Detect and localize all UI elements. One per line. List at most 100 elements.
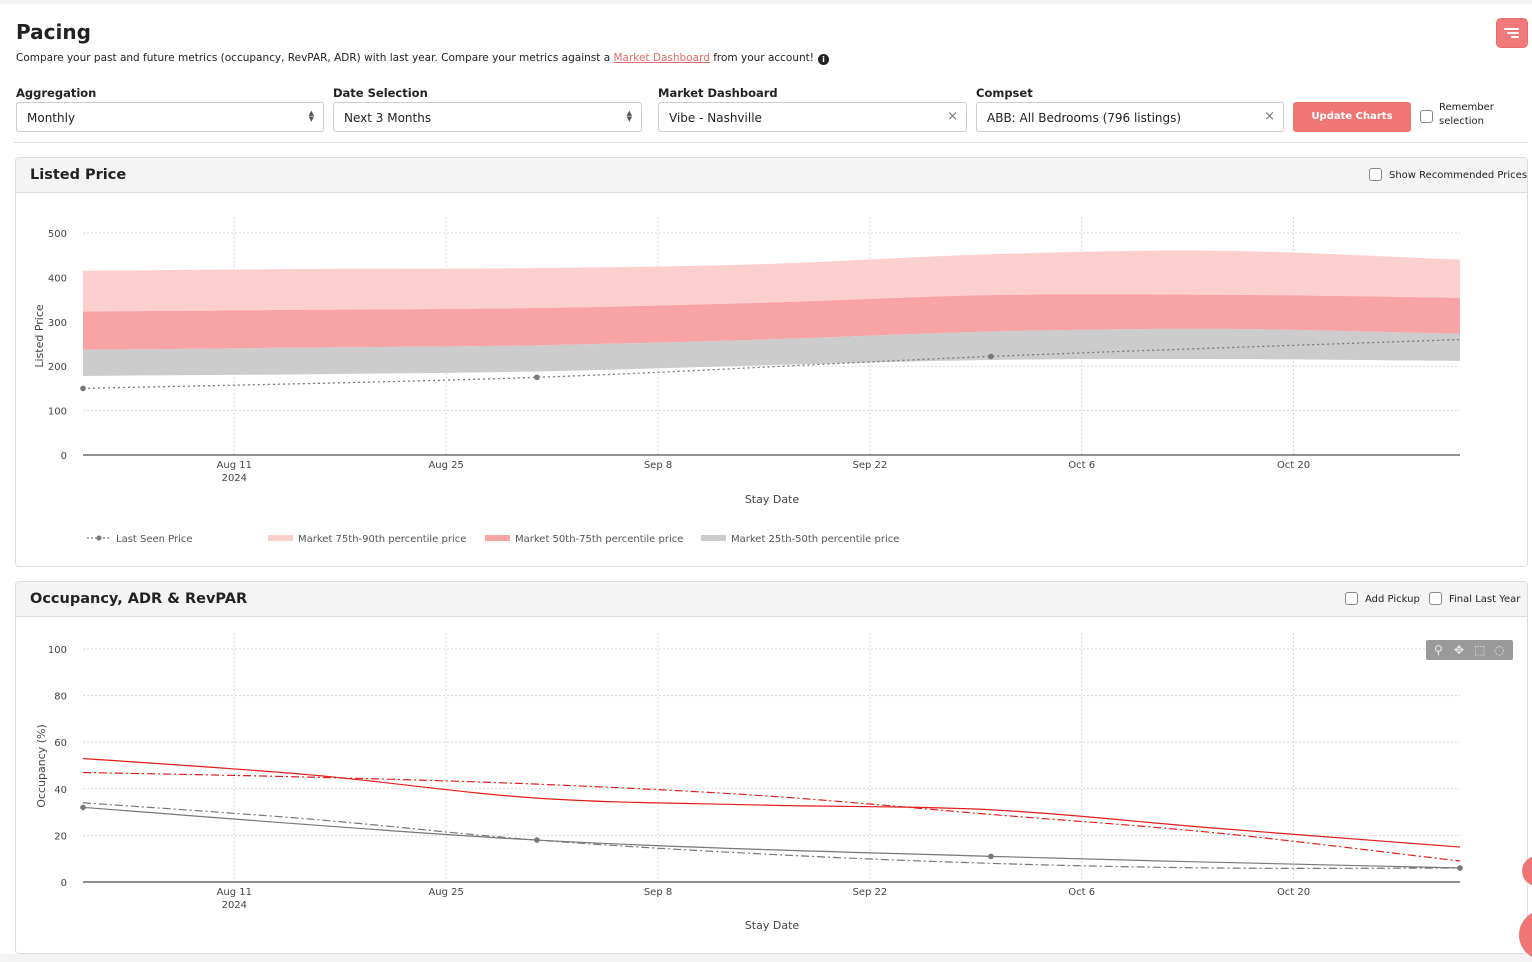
legend-item-75-90[interactable]: Market 75th-90th percentile price	[268, 534, 466, 545]
listed-price-chart[interactable]: 0 100 200 300 400 500 Aug 11 2024 Aug 25 Sep 8 Sep…	[16, 158, 1528, 567]
data-point[interactable]	[534, 374, 540, 381]
final-last-year-checkbox[interactable]	[1429, 592, 1442, 605]
y-tick-label: 20	[54, 831, 67, 842]
data-point[interactable]	[80, 804, 86, 811]
series-line[interactable]	[82, 806, 1461, 869]
chevron-updown-icon: ▲ ▼	[626, 109, 632, 123]
percentile-band[interactable]	[83, 250, 1460, 312]
legend-item-50-75[interactable]: Market 50th-75th percentile price	[485, 534, 683, 545]
date-selection-select[interactable]: Next 3 Months ▲ ▼	[333, 102, 642, 132]
y-tick-label: 500	[48, 229, 67, 240]
legend-label: Last Seen Price	[116, 534, 193, 545]
x-tick-label: Oct 20	[1277, 460, 1310, 471]
x-tick-label: Aug 25	[428, 460, 463, 471]
listed-price-panel: Listed Price Show Recommended Prices 0 10…	[15, 157, 1528, 567]
y-tick-label: 0	[61, 878, 67, 889]
y-tick-label: 300	[48, 318, 67, 329]
series-line[interactable]	[82, 802, 1461, 869]
menu-lines-icon	[1504, 28, 1519, 30]
y-tick-label: 40	[54, 785, 67, 796]
x-axis-label: Stay Date	[745, 493, 800, 506]
update-charts-button[interactable]: Update Charts	[1293, 102, 1411, 132]
show-recommended-prices-label: Show Recommended Prices	[1389, 170, 1528, 181]
occupancy-panel: Occupancy, ADR & RevPAR Add Pickup Final…	[15, 581, 1528, 954]
market-dashboard-value: Vibe - Nashville	[669, 111, 762, 125]
chat-bubble-button[interactable]	[1519, 910, 1532, 960]
data-point[interactable]	[988, 853, 994, 860]
legend-label: Market 25th-50th percentile price	[731, 534, 899, 545]
subtitle-text: Compare your past and future metrics (oc…	[16, 52, 614, 64]
market-dashboard-link[interactable]: Market Dashboard	[613, 52, 710, 64]
final-last-year-label: Final Last Year	[1449, 594, 1521, 605]
y-axis-label: Listed Price	[33, 304, 46, 368]
market-dashboard-select[interactable]: Vibe - Nashville ×	[658, 102, 967, 132]
x-tick-label: Oct 20	[1277, 887, 1310, 898]
y-tick-label: 100	[48, 645, 67, 656]
series-line[interactable]	[82, 338, 1461, 390]
clear-icon[interactable]: ×	[1264, 109, 1275, 124]
divider	[14, 142, 1528, 143]
y-tick-label: 60	[54, 738, 67, 749]
data-point[interactable]	[80, 385, 86, 392]
y-tick-label: 400	[48, 273, 67, 284]
y-tick-label: 100	[48, 407, 67, 418]
chart-modebar: ⚲ ✥ ⬚ ◌	[1426, 640, 1513, 660]
percentile-band[interactable]	[83, 294, 1460, 350]
remember-selection-checkbox[interactable]	[1420, 110, 1433, 123]
x-tick-label: Sep 8	[644, 460, 672, 471]
data-point[interactable]	[988, 353, 994, 360]
aggregation-value: Monthly	[27, 111, 76, 125]
y-tick-label: 200	[48, 362, 67, 373]
pan-icon[interactable]: ✥	[1454, 643, 1465, 657]
info-icon[interactable]: i	[818, 54, 829, 65]
floating-action-button[interactable]	[1522, 856, 1532, 886]
aggregation-select[interactable]: Monthly ▲ ▼	[16, 102, 324, 132]
percentile-band[interactable]	[83, 328, 1460, 376]
legend-label: Market 50th-75th percentile price	[515, 534, 683, 545]
panel-header: Listed Price Show Recommended Prices	[16, 158, 1527, 193]
compset-select[interactable]: ABB: All Bedrooms (796 listings) ×	[976, 102, 1284, 132]
y-axis-label: Occupancy (%)	[35, 724, 48, 808]
legend-item-25-50[interactable]: Market 25th-50th percentile price	[701, 534, 899, 545]
compset-label: Compset	[976, 86, 1033, 100]
y-tick-label: 80	[54, 692, 67, 703]
aggregation-label: Aggregation	[16, 86, 97, 100]
add-pickup-checkbox[interactable]	[1345, 592, 1358, 605]
market-dashboard-label: Market Dashboard	[658, 86, 778, 100]
x-tick-label: Sep 22	[852, 460, 887, 471]
chevron-updown-icon: ▲ ▼	[308, 109, 314, 123]
y-tick-label: 0	[61, 451, 67, 462]
add-pickup-label: Add Pickup	[1365, 594, 1420, 605]
x-tick-label: Aug 11	[217, 460, 252, 471]
date-selection-label: Date Selection	[333, 86, 428, 100]
x-axis-label: Stay Date	[745, 919, 800, 932]
date-selection-value: Next 3 Months	[344, 111, 432, 125]
x-tick-sublabel: 2024	[222, 473, 247, 484]
page-title: Pacing	[16, 20, 91, 44]
x-tick-label: Oct 6	[1068, 460, 1095, 471]
clear-icon[interactable]: ×	[947, 109, 958, 124]
legend-item-last-seen[interactable]: Last Seen Price	[87, 534, 193, 545]
occupancy-chart[interactable]: 0 20 40 60 80 100 Aug 11 2024 Aug 25 Sep 8 Sep 22 O…	[16, 582, 1528, 954]
legend-label: Market 75th-90th percentile price	[298, 534, 466, 545]
x-tick-label: Sep 8	[644, 887, 672, 898]
x-tick-sublabel: 2024	[222, 900, 247, 911]
series-line[interactable]	[82, 771, 1461, 862]
box-select-icon[interactable]: ⬚	[1474, 643, 1486, 657]
compset-value: ABB: All Bedrooms (796 listings)	[987, 111, 1182, 125]
x-tick-label: Sep 22	[852, 887, 887, 898]
subtitle-text-end: from your account!	[709, 52, 814, 64]
menu-button[interactable]	[1496, 18, 1528, 48]
series-line[interactable]	[82, 757, 1461, 848]
chart-legend: Last Seen Price Market 75th-90th percent…	[87, 534, 899, 545]
x-tick-label: Oct 6	[1068, 887, 1095, 898]
zoom-icon[interactable]: ⚲	[1434, 643, 1443, 657]
page-subtitle: Compare your past and future metrics (oc…	[16, 52, 829, 65]
remember-selection-label: Remember selection	[1439, 102, 1494, 127]
panel-header: Occupancy, ADR & RevPAR Add Pickup Final…	[16, 582, 1527, 617]
lasso-icon[interactable]: ◌	[1494, 643, 1505, 657]
x-tick-label: Aug 11	[217, 887, 252, 898]
panel-title: Occupancy, ADR & RevPAR	[30, 591, 248, 607]
show-recommended-prices-checkbox[interactable]	[1369, 168, 1382, 181]
x-tick-label: Aug 25	[428, 887, 463, 898]
